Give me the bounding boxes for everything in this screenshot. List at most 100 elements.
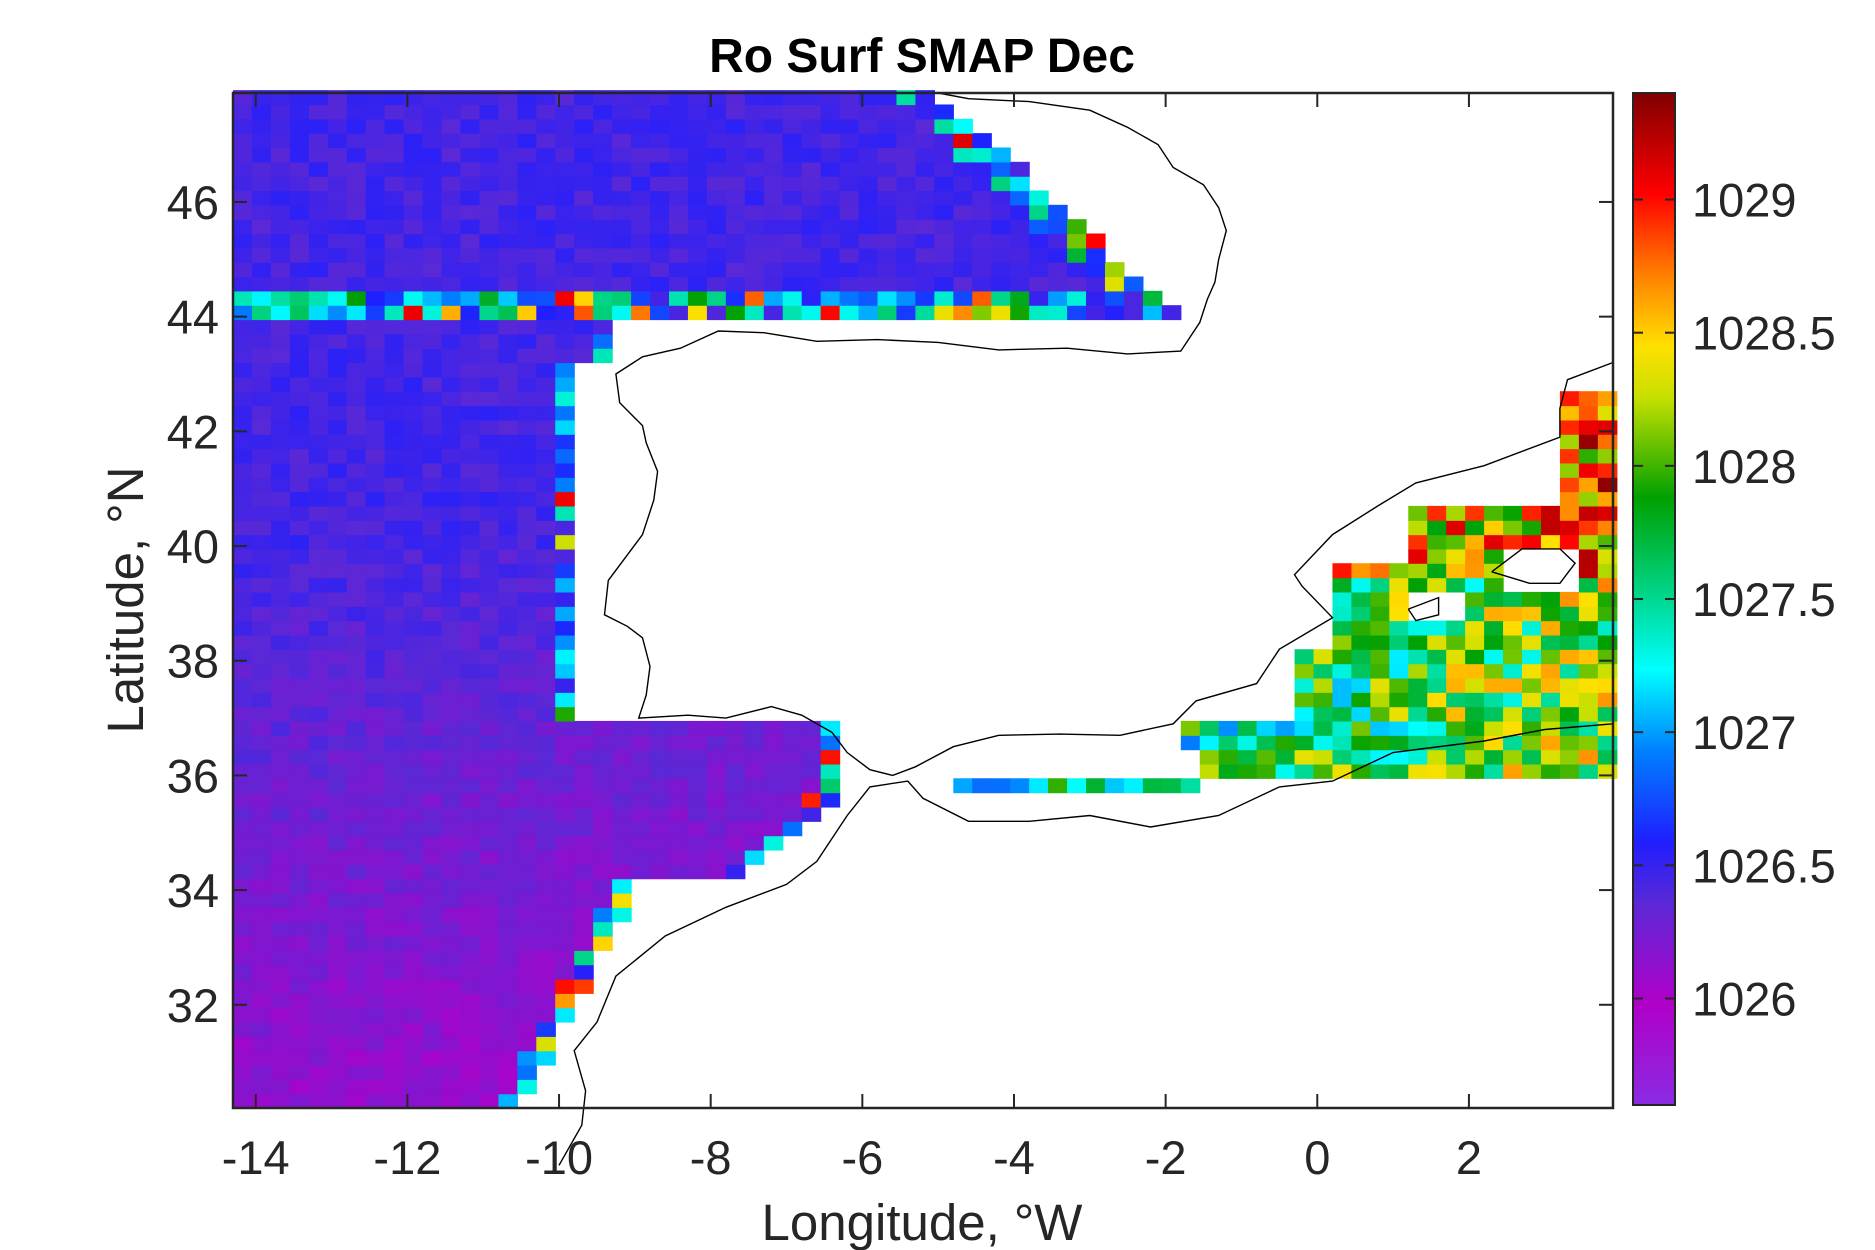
- heatmap-cell: [479, 577, 499, 593]
- heatmap-cell: [289, 706, 310, 722]
- heatmap-cell: [460, 907, 481, 923]
- heatmap-cell: [327, 821, 348, 837]
- heatmap-cell: [365, 118, 386, 134]
- heatmap-cell: [233, 1093, 253, 1109]
- heatmap-cell: [460, 534, 481, 550]
- heatmap-cell: [479, 376, 499, 392]
- heatmap-cell: [365, 305, 386, 321]
- heatmap-cell: [251, 276, 272, 292]
- heatmap-cell: [555, 964, 575, 980]
- heatmap-cell: [365, 405, 386, 421]
- heatmap-cell: [1578, 735, 1599, 751]
- heatmap-cell: [479, 907, 499, 923]
- heatmap-cell: [763, 749, 784, 765]
- heatmap-cell: [251, 1050, 272, 1066]
- heatmap-cell: [251, 1007, 272, 1023]
- heatmap-cell: [233, 104, 253, 120]
- heatmap-cell: [631, 290, 651, 306]
- heatmap-cell: [289, 620, 310, 636]
- heatmap-cell: [631, 176, 651, 192]
- heatmap-cell: [403, 319, 424, 335]
- heatmap-cell: [631, 276, 651, 292]
- heatmap-cell: [593, 778, 613, 794]
- heatmap-cell: [725, 305, 746, 321]
- heatmap-cell: [441, 649, 462, 665]
- heatmap-cell: [687, 792, 708, 808]
- heatmap-cell: [1597, 692, 1618, 708]
- heatmap-cell: [1180, 778, 1201, 794]
- heatmap-cell: [725, 233, 746, 249]
- heatmap-cell: [953, 778, 973, 794]
- heatmap-cell: [706, 720, 727, 736]
- heatmap-cell: [365, 1007, 386, 1023]
- heatmap-cell: [555, 520, 575, 536]
- heatmap-cell: [1427, 649, 1447, 665]
- heatmap-cell: [1408, 720, 1428, 736]
- heatmap-cell: [1389, 577, 1409, 593]
- heatmap-cell: [270, 448, 291, 464]
- heatmap-cell: [1559, 735, 1580, 751]
- heatmap-cell: [365, 133, 386, 149]
- heatmap-cell: [517, 692, 537, 708]
- heatmap-cell: [536, 964, 556, 980]
- heatmap-cell: [460, 477, 481, 493]
- heatmap-cell: [479, 462, 499, 478]
- heatmap-cell: [820, 262, 841, 278]
- heatmap-cell: [289, 262, 310, 278]
- heatmap-cell: [1597, 720, 1618, 736]
- heatmap-cell: [365, 448, 386, 464]
- heatmap-cell: [384, 964, 405, 980]
- heatmap-cell: [270, 104, 291, 120]
- heatmap-cell: [1559, 620, 1580, 636]
- heatmap-cell: [650, 104, 670, 120]
- heatmap-cell: [422, 577, 443, 593]
- heatmap-cell: [346, 434, 367, 450]
- heatmap-cell: [479, 835, 499, 851]
- heatmap-cell: [555, 147, 575, 163]
- heatmap-cell: [251, 204, 272, 220]
- heatmap-cell: [1351, 591, 1371, 607]
- heatmap-cell: [574, 835, 594, 851]
- heatmap-cell: [403, 978, 424, 994]
- heatmap-cell: [517, 362, 537, 378]
- heatmap-cell: [1351, 649, 1371, 665]
- heatmap-cell: [289, 477, 310, 493]
- heatmap-cell: [233, 563, 253, 579]
- heatmap-cell: [403, 1093, 424, 1109]
- heatmap-cell: [479, 505, 499, 521]
- heatmap-cell: [346, 821, 367, 837]
- heatmap-cell: [1522, 763, 1542, 779]
- heatmap-cell: [289, 1021, 310, 1037]
- heatmap-cell: [270, 405, 291, 421]
- heatmap-cell: [498, 620, 518, 636]
- heatmap-cell: [1029, 778, 1049, 794]
- heatmap-cell: [384, 204, 405, 220]
- heatmap-cell: [1048, 262, 1068, 278]
- heatmap-cell: [384, 419, 405, 435]
- heatmap-cell: [289, 720, 310, 736]
- heatmap-cell: [1484, 606, 1504, 622]
- heatmap-cell: [346, 161, 367, 177]
- heatmap-cell: [233, 720, 253, 736]
- heatmap-cell: [384, 233, 405, 249]
- heatmap-cell: [1522, 735, 1542, 751]
- heatmap-cell: [1484, 520, 1504, 536]
- heatmap-cell: [839, 219, 860, 235]
- heatmap-cell: [1503, 606, 1523, 622]
- heatmap-cell: [460, 176, 481, 192]
- x-tick-label: 2: [1456, 1131, 1482, 1184]
- heatmap-cell: [479, 878, 499, 894]
- heatmap-cell: [233, 505, 253, 521]
- heatmap-cell: [403, 219, 424, 235]
- heatmap-cell: [593, 319, 613, 335]
- heatmap-cell: [1313, 663, 1334, 679]
- heatmap-cell: [346, 591, 367, 607]
- heatmap-cell: [517, 921, 537, 937]
- heatmap-cell: [517, 290, 537, 306]
- heatmap-cell: [422, 548, 443, 564]
- heatmap-cell: [725, 118, 746, 134]
- heatmap-cell: [441, 276, 462, 292]
- heatmap-cell: [1010, 290, 1030, 306]
- heatmap-cell: [479, 190, 499, 206]
- heatmap-cell: [289, 692, 310, 708]
